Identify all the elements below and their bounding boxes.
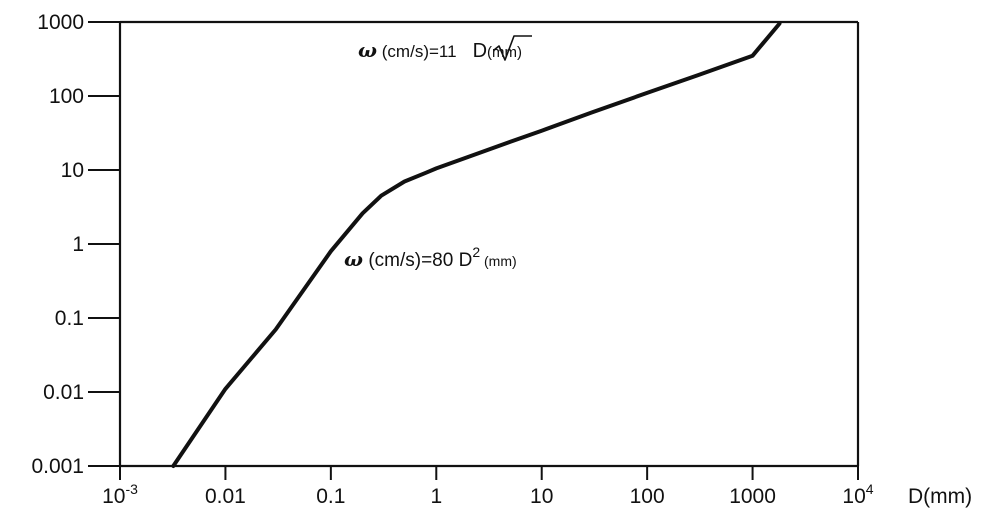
y-tick-label: 0.001 — [31, 455, 84, 478]
square-root-sign — [493, 35, 532, 61]
upper-formula-radicand: D — [473, 40, 487, 62]
lower-formula-text: (cm/s)=80 D — [363, 250, 472, 271]
x-tick-label: 100 — [630, 485, 665, 508]
x-tick-label: 1 — [430, 485, 442, 508]
lower-formula-unit: (mm) — [480, 253, 517, 269]
x-tick-label: 1000 — [729, 485, 776, 508]
x-axis-title: D(mm) — [908, 485, 972, 508]
x-tick-label: 104 — [842, 481, 873, 508]
series-group — [171, 21, 782, 468]
upper-formula-annotation: ω (cm/s)=11 D(mm) — [358, 35, 532, 62]
x-tick-label: 10 — [530, 485, 553, 508]
x-tick-label: 0.1 — [316, 485, 345, 508]
y-tick-label: 0.01 — [43, 381, 84, 404]
x-tick-label: 0.01 — [205, 485, 246, 508]
svg-text:ω (cm/s)=11D(mm): ω (cm/s)=11 D(mm) — [358, 38, 522, 62]
settling-velocity-curve — [171, 21, 782, 468]
upper-formula-text: (cm/s)=11 — [377, 42, 457, 61]
y-tick-label: 1 — [72, 233, 84, 256]
y-tick-label: 100 — [49, 85, 84, 108]
lower-formula-exponent: 2 — [472, 244, 480, 260]
y-tick-label: 10 — [61, 159, 84, 182]
x-tick-label: 10-3 — [102, 481, 138, 508]
axis-labels: D(mm) — [908, 485, 972, 508]
lower-formula-omega: ω — [344, 247, 363, 271]
svg-text:ω (cm/s)=80 D2 (mm): ω (cm/s)=80 D2 (mm) — [344, 244, 517, 271]
y-tick-label: 0.1 — [55, 307, 84, 330]
y-tick-label: 1000 — [37, 11, 84, 34]
tick-labels: 0.001 0.01 0.1 1 10 100 1000 10-3 0.01 0.1 1 10 100 1… — [31, 11, 873, 508]
upper-formula-omega: ω — [358, 38, 377, 62]
axes — [88, 20, 860, 480]
lower-formula-annotation: ω (cm/s)=80 D2 (mm) — [344, 244, 517, 271]
